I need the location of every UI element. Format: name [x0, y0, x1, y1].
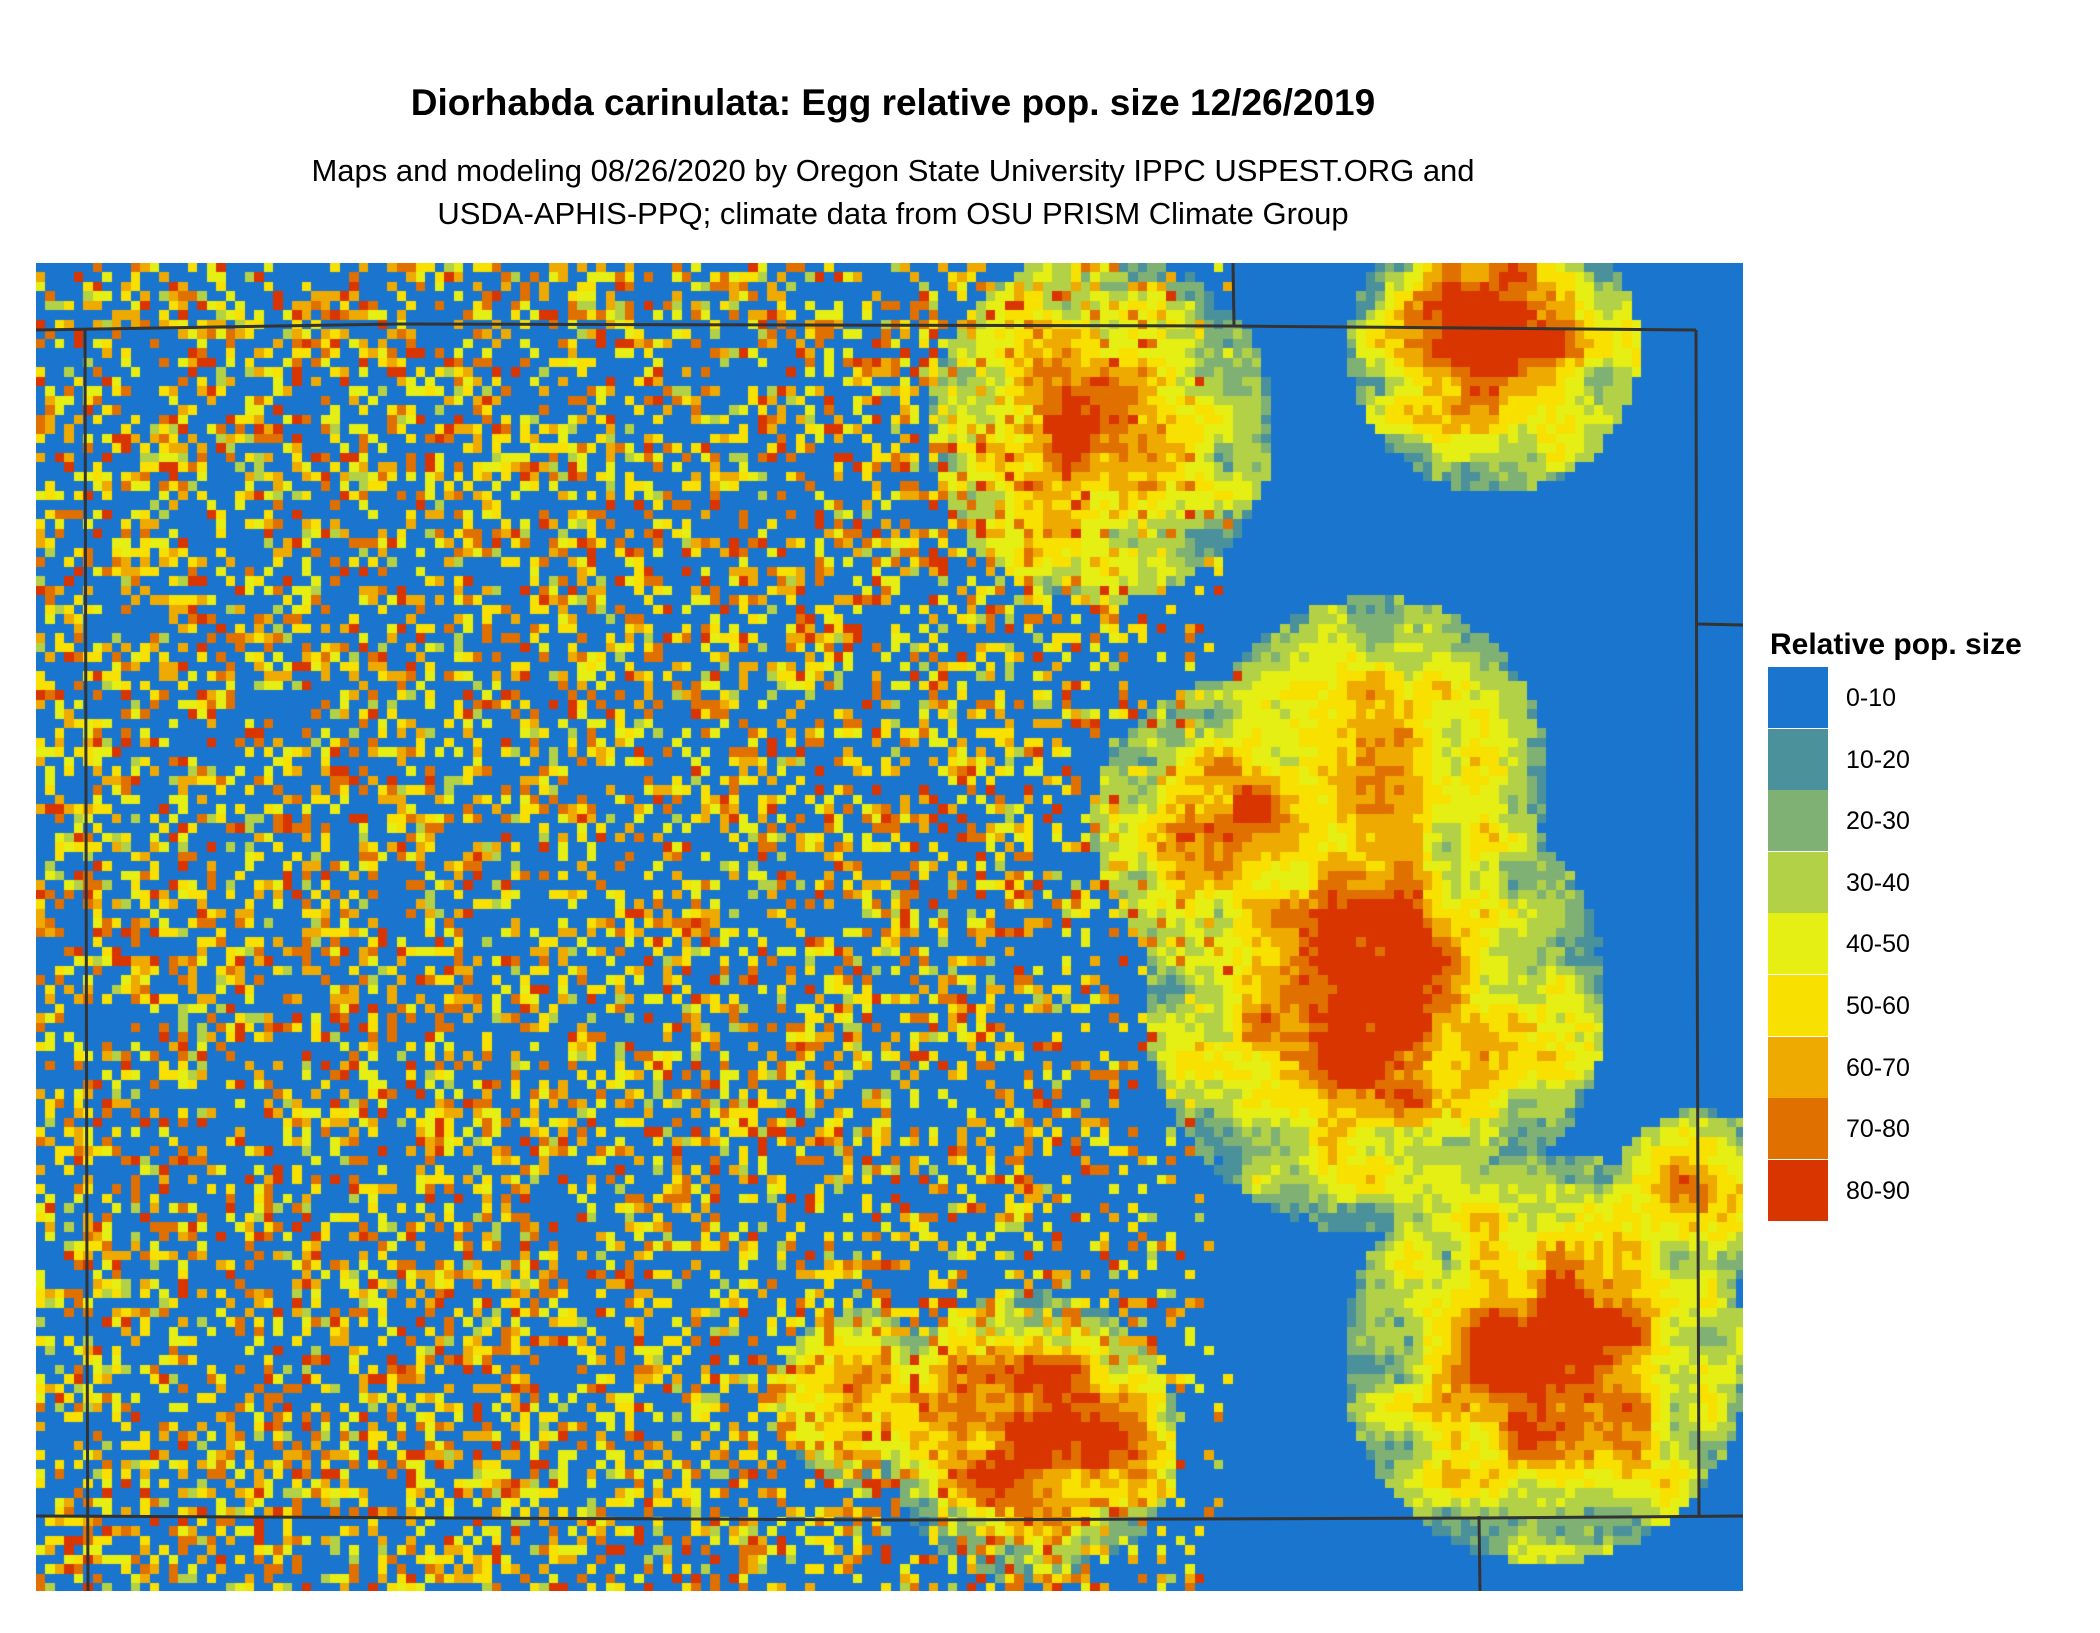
border-north [35, 322, 1697, 332]
legend-label: 70-80 [1846, 1115, 1910, 1144]
legend-label: 20-30 [1846, 807, 1910, 836]
border-top-divider [1231, 262, 1236, 327]
border-east-jog [1696, 622, 1744, 627]
map-subtitle-line2: USDA-APHIS-PPQ; climate data from OSU PR… [437, 196, 1349, 231]
legend-label: 60-70 [1846, 1053, 1910, 1082]
border-south [35, 1514, 1744, 1522]
legend-label: 10-20 [1846, 745, 1910, 774]
legend-label: 50-60 [1846, 992, 1910, 1020]
legend-swatch [1768, 851, 1828, 913]
population-raster-map [36, 263, 1743, 1591]
legend-swatch [1768, 913, 1828, 975]
legend-label: 40-50 [1846, 930, 1910, 959]
legend-swatch [1768, 975, 1828, 1036]
legend-swatch [1768, 1159, 1828, 1221]
legend-swatch [1768, 790, 1828, 852]
legend-label: 80-90 [1846, 1176, 1910, 1205]
legend-label: 30-40 [1846, 868, 1910, 897]
legend-swatch [1768, 1036, 1828, 1098]
border-east [1694, 329, 1701, 1517]
legend-swatch [1768, 1098, 1828, 1160]
legend-title: Relative pop. size [1770, 628, 2022, 661]
border-west [83, 329, 90, 1592]
map-subtitle-line1: Maps and modeling 08/26/2020 by Oregon S… [311, 153, 1475, 188]
legend-swatch [1768, 667, 1828, 728]
legend-label: 0-10 [1846, 684, 1897, 712]
border-south-divider [1477, 1515, 1482, 1592]
map-title: Diorhabda carinulata: Egg relative pop. … [410, 82, 1376, 123]
legend-swatch [1768, 728, 1828, 790]
